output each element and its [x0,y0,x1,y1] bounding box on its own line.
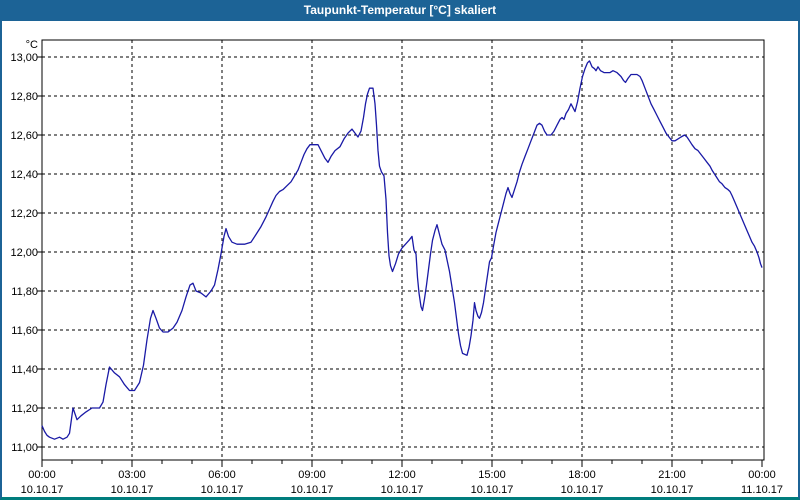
y-tick-label: 11,00 [11,442,38,454]
x-tick-date-label: 10.10.17 [111,484,154,496]
x-tick-time-label: 00:00 [748,469,776,481]
chart-canvas: 13,00 12,80 12,60 12,40 12,20 12,00 11,80 11,60… [10,39,783,496]
plot-area-border [41,39,765,461]
temperature-line [41,60,763,440]
x-tick-time-label: 09:00 [298,469,326,481]
x-tick-date-label: 10.10.17 [201,484,244,496]
x-tick-time-label: 21:00 [658,469,686,481]
x-tick-time-label: 00:00 [28,469,56,481]
x-tick-date-label: 11.10.17 [741,484,783,496]
x-tick-time-label: 18:00 [568,469,596,481]
y-tick-label: 12,60 [10,130,38,142]
y-axis-unit-label: °C [26,39,38,51]
x-tick-date-label: 10.10.17 [471,484,514,496]
x-tick-time-label: 12:00 [388,469,416,481]
x-tick-date-label: 10.10.17 [381,484,424,496]
y-tick-label: 11,60 [11,325,38,337]
y-tick-label: 11,40 [11,364,38,376]
x-tick-time-label: 03:00 [118,469,146,481]
x-tick-date-label: 10.10.17 [291,484,334,496]
window-title: Taupunkt-Temperatur [°C] skaliert [303,3,497,17]
x-tick-date-label: 10.10.17 [561,484,604,496]
y-tick-label: 12,80 [10,91,38,103]
x-tick-time-label: 06:00 [208,469,236,481]
x-tick-date-label: 10.10.17 [21,484,64,496]
y-tick-label: 12,40 [10,169,38,181]
y-tick-label: 12,20 [10,208,38,220]
y-tick-label: 13,00 [10,52,38,64]
x-tick-date-label: 10.10.17 [651,484,694,496]
y-tick-label: 11,80 [11,286,38,298]
x-tick-time-label: 15:00 [478,469,506,481]
y-tick-label: 12,00 [10,247,38,259]
window-title-bar: Taupunkt-Temperatur [°C] skaliert [2,0,798,21]
y-tick-label: 11,20 [11,403,38,415]
